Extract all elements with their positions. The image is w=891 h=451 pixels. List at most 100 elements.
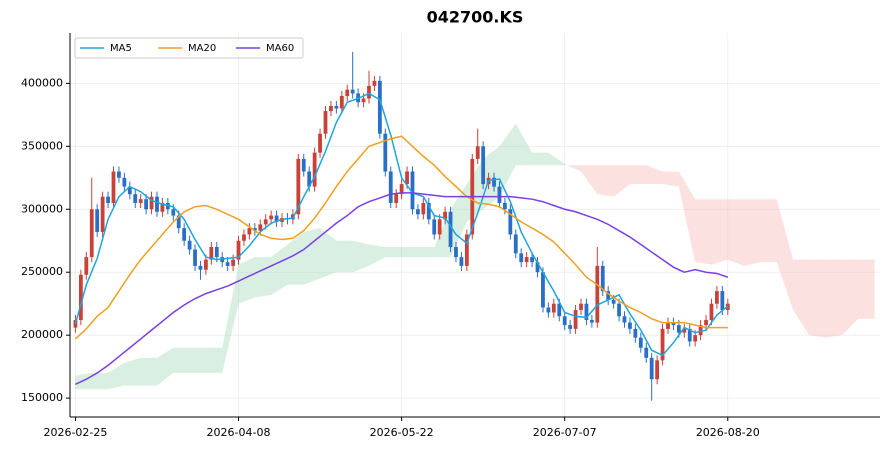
candle-body [687, 328, 692, 342]
candle-body [236, 240, 241, 260]
cloud-segment [173, 347, 190, 373]
candle-body [307, 171, 312, 187]
candle-body [231, 259, 235, 266]
candle-body [628, 322, 632, 329]
x-tick-label: 2026-08-20 [696, 426, 760, 439]
candle-body [258, 224, 263, 231]
candle-body [176, 215, 181, 229]
candle-body [133, 194, 138, 203]
candle-body [644, 347, 649, 358]
cloud-segment [352, 240, 369, 273]
candle-body [709, 303, 714, 321]
candle-body [437, 219, 442, 235]
candle-body [388, 171, 393, 203]
candle-body [541, 272, 545, 308]
candle-body [350, 89, 355, 94]
cloud-segment [678, 171, 696, 263]
x-tick-label: 2026-05-22 [370, 426, 434, 439]
candle-body [557, 303, 562, 317]
candle-body [323, 111, 328, 134]
candle-body [666, 322, 670, 329]
cloud-segment [320, 228, 337, 279]
cloud-segment [271, 244, 288, 295]
cloud-segment [91, 372, 109, 390]
candle-body [426, 202, 431, 220]
candle-body [551, 303, 556, 313]
candle-body [117, 171, 121, 178]
cloud-segment [483, 146, 500, 210]
cloud-segment [515, 123, 533, 166]
candle-body [155, 196, 159, 212]
candle-body [649, 357, 654, 380]
candle-body [492, 177, 496, 187]
candle-body [530, 257, 534, 263]
cloud-segment [466, 158, 484, 222]
candle-body [345, 89, 350, 96]
candle-body [568, 325, 573, 329]
legend-label: MA60 [266, 43, 294, 54]
candle-body [546, 307, 551, 313]
candle-body [459, 257, 464, 266]
cloud-segment [646, 165, 663, 185]
candle-body [111, 171, 116, 203]
candle-body [660, 328, 665, 361]
cloud-segment [124, 357, 141, 386]
candle-body [312, 152, 317, 187]
cloud-segment [254, 257, 272, 298]
candle-body [301, 158, 306, 172]
cloud-segment [809, 259, 826, 338]
candle-body [421, 202, 426, 215]
candle-body [269, 215, 274, 220]
cloud-segment [727, 199, 745, 266]
candle-body [204, 259, 208, 270]
candle-body [182, 228, 187, 241]
candle-body [481, 146, 486, 185]
candle-body [95, 209, 100, 232]
candle-body [263, 219, 268, 225]
candle-body [497, 186, 502, 203]
candle-body [383, 133, 388, 172]
cloud-segment [499, 123, 516, 197]
cloud-segment [564, 163, 582, 172]
candle-body [214, 247, 219, 258]
candle-body [122, 177, 127, 187]
legend: MA5 MA20 MA60 [74, 37, 304, 59]
candle-body [242, 234, 246, 241]
candle-body [78, 274, 83, 321]
candle-body [475, 146, 480, 159]
y-tick-label: 300000 [21, 202, 63, 215]
candle-body [209, 247, 214, 260]
cloud-segment [450, 184, 467, 258]
y-tick-label: 350000 [21, 139, 63, 152]
cloud-segment [711, 199, 728, 265]
candle-body [584, 303, 589, 321]
cloud-segment [597, 165, 614, 197]
candle-body [600, 265, 605, 292]
cloud-segment [760, 199, 777, 263]
candle-body [595, 265, 600, 323]
cloud-segment [140, 357, 157, 386]
legend-box [74, 37, 304, 59]
candle-body [655, 360, 660, 380]
cloud-segment [858, 259, 875, 319]
candle-body [247, 228, 252, 235]
candle-body [562, 316, 567, 326]
candle-body [682, 328, 687, 333]
cloud-segment [238, 257, 255, 304]
candle-body [606, 291, 611, 300]
candle-body [508, 209, 513, 235]
candle-body [464, 234, 469, 266]
legend-label: MA20 [188, 43, 216, 54]
candle-body [448, 211, 453, 248]
cloud-segment [532, 152, 549, 166]
x-tick-label: 2026-02-25 [43, 426, 107, 439]
candle-body [513, 234, 518, 254]
candle-body [454, 247, 458, 258]
x-tick-label: 2026-04-08 [207, 426, 271, 439]
cloud-segment [581, 165, 598, 195]
candle-body [443, 211, 448, 220]
candle-body [394, 194, 399, 203]
cloud-segment [548, 152, 565, 166]
